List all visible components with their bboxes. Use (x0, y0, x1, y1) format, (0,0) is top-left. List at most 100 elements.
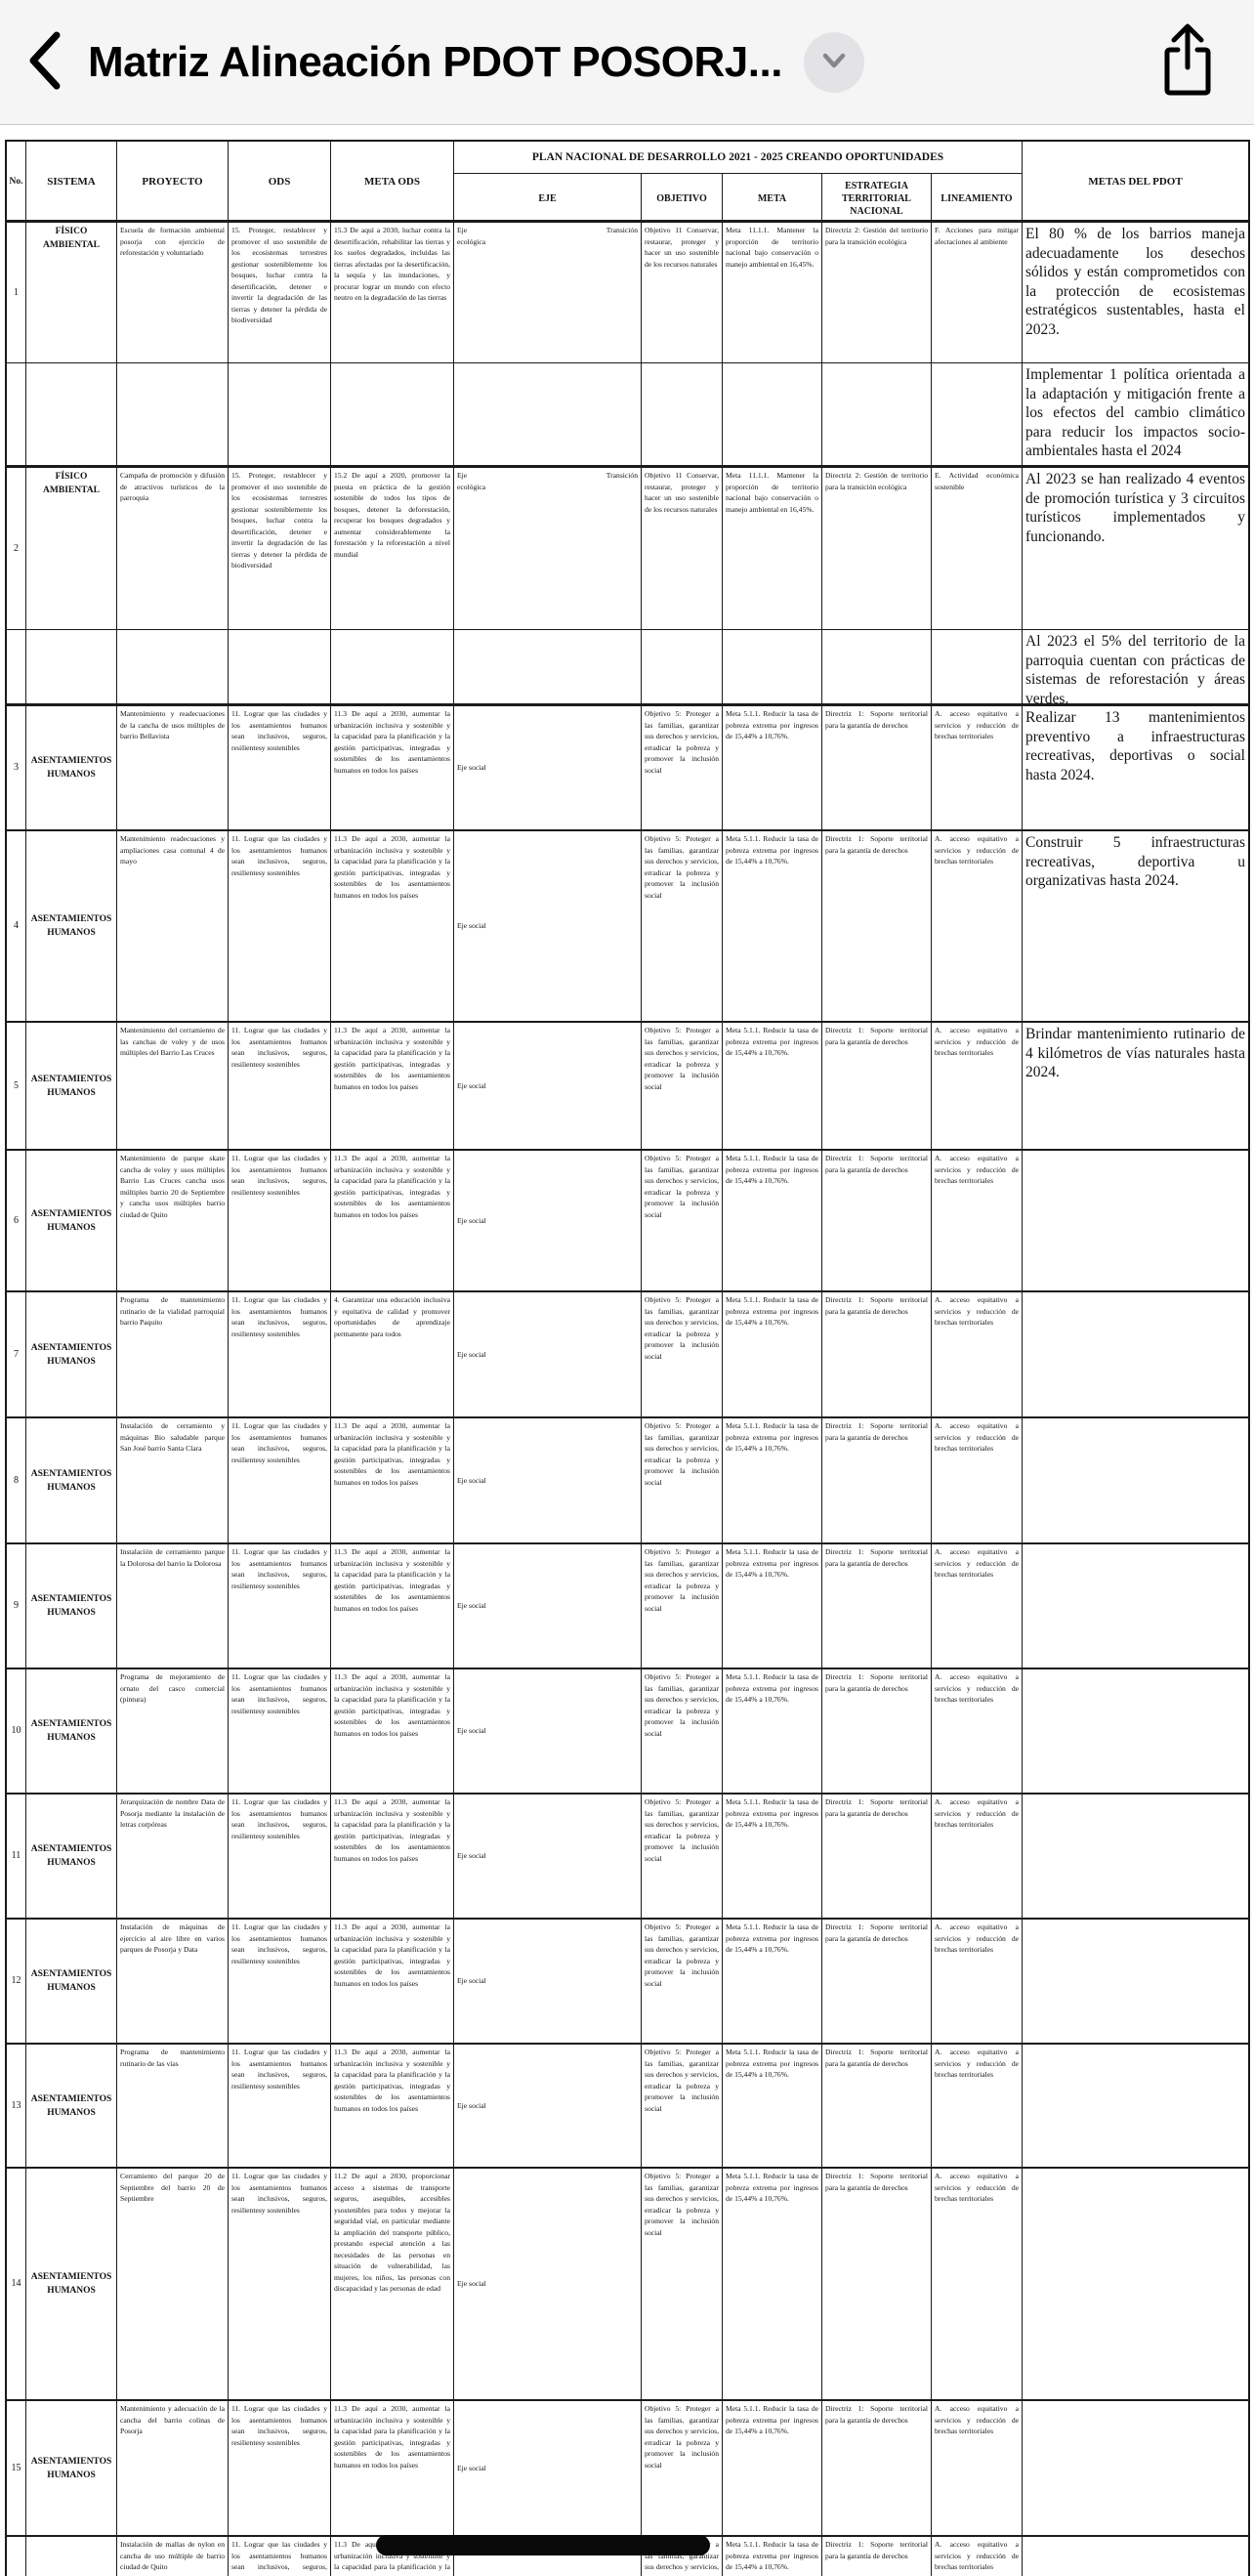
cell-sistema-container: ASENTAMIENTOS HUMANOS (26, 2045, 117, 2167)
cell-objetivo: Objetivo 5: Proteger a las familias, gar… (645, 1797, 719, 1863)
cell-lineamiento-container: A. acceso equitativo a servicios y reduc… (932, 1920, 1023, 2043)
cell-sistema-container: ASENTAMIENTOS HUMANOS (26, 2169, 117, 2399)
cell-objetivo: Objetivo 5: Proteger a las familias, gar… (645, 709, 719, 775)
cell-meta_ods-container: 11.3 De aquí a 2030, aumentar la urbaniz… (331, 1920, 454, 2043)
cell-no-container (7, 363, 26, 465)
cell-meta-container: Meta 5.1.1. Reducir la tasa de pobreza e… (723, 2537, 822, 2576)
cell-lineamiento: A. acceso equitativo a servicios y reduc… (935, 709, 1019, 740)
cell-no-container: 15 (7, 2401, 26, 2535)
cell-no: 3 (14, 762, 19, 774)
cell-lineamiento: A. acceso equitativo a servicios y reduc… (935, 2048, 1019, 2079)
cell-meta_ods-container: 11.3 De aquí a 2030, aumentar la urbaniz… (331, 1795, 454, 1918)
cell-no: 11 (11, 1850, 21, 1862)
cell-proyecto: Mantenimiento de parque skate cancha de … (120, 1154, 225, 1219)
cell-lineamiento: A. acceso equitativo a servicios y reduc… (935, 1547, 1019, 1579)
cell-ods-container (229, 363, 331, 465)
cell-metas_pdot-container: Al 2023 el 5% del territorio de la parro… (1023, 630, 1248, 703)
cell-estrategia-container: Directriz 1: Soporte territorial para la… (822, 2537, 932, 2576)
cell-estrategia: Directriz 2: Gestión de territorio para … (825, 471, 928, 491)
cell-ods: 11. Lograr que las ciudades y los asenta… (231, 2404, 327, 2447)
cell-eje: Eje social (457, 1726, 486, 1736)
cell-ods-container: 11. Lograr que las ciudades y los asenta… (229, 1292, 331, 1416)
cell-meta-container: Meta 5.1.1. Reducir la tasa de pobreza e… (723, 1544, 822, 1668)
cell-lineamiento-container: A. acceso equitativo a servicios y reduc… (932, 2169, 1023, 2399)
cell-estrategia-container: Directriz 2: Gestión de territorio para … (822, 468, 932, 629)
cell-meta-container: Meta 5.1.1. Reducir la tasa de pobreza e… (723, 1418, 822, 1542)
cell-estrategia-container: Directriz 1: Soporte territorial para la… (822, 1544, 932, 1668)
cell-estrategia-container: Directriz 1: Soporte territorial para la… (822, 2401, 932, 2535)
document-title[interactable]: Matriz Alineación PDOT POSORJ... (88, 37, 782, 86)
table-row: 1 FÍSICO AMBIENTAL Escuela de formación am… (7, 223, 1248, 363)
cell-proyecto-container: Mantenimiento y readecuaciones de la can… (117, 706, 229, 829)
cell-no: 14 (11, 2278, 21, 2290)
cell-sistema: ASENTAMIENTOS HUMANOS (30, 1969, 112, 1993)
cell-metas_pdot-container (1023, 1795, 1248, 1918)
cell-sistema-container: ASENTAMIENTOS HUMANOS (26, 1418, 117, 1542)
share-button[interactable] (1158, 22, 1217, 102)
cell-ods-container: 15. Proteger, restablecer y promover el … (229, 223, 331, 362)
title-menu-button[interactable] (803, 31, 864, 93)
cell-no: 4 (14, 920, 19, 932)
cell-proyecto: Campaña de promoción y difusión de atrac… (120, 471, 225, 502)
cell-ods-container: 11. Lograr que las ciudades y los asenta… (229, 2537, 331, 2576)
cell-no-container: 9 (7, 1544, 26, 1668)
cell-metas_pdot-container (1023, 2169, 1248, 2399)
cell-lineamiento-container: A. acceso equitativo a servicios y reduc… (932, 831, 1023, 1021)
cell-no: 1 (14, 286, 19, 298)
cell-meta_ods-container: 11.3 De aquí a 2030, aumentar la urbaniz… (331, 2401, 454, 2535)
cell-meta_ods-container: 4. Garantizar una educación inclusiva y … (331, 1292, 454, 1416)
cell-metas_pdot-container (1023, 1920, 1248, 2043)
cell-meta_ods: 11.3 De aquí a 2030, aumentar la urbaniz… (334, 1154, 450, 1219)
cell-proyecto-container: Programa de mantenimiento rutinario de l… (117, 1292, 229, 1416)
cell-meta-container: Meta 5.1.1. Reducir la tasa de pobreza e… (723, 1795, 822, 1918)
cell-eje: Eje social (457, 1215, 486, 1225)
cell-objetivo: Objetivo 5: Proteger a las familias, gar… (645, 1922, 719, 1988)
back-button[interactable] (0, 0, 88, 124)
cell-objetivo-container: Objetivo 5: Proteger a las familias, gar… (642, 706, 723, 829)
header-proyecto: PROYECTO (117, 142, 229, 220)
cell-metas_pdot: Implementar 1 política orientada a la ad… (1025, 366, 1245, 459)
cell-estrategia: Directriz 1: Soporte territorial para la… (825, 1797, 928, 1818)
cell-no-container: 10 (7, 1669, 26, 1793)
cell-eje-container: Eje social (454, 831, 642, 1021)
cell-meta-container (723, 630, 822, 703)
cell-proyecto-container: Mantenimiento del cerramiento de las can… (117, 1023, 229, 1149)
cell-no: 15 (11, 2462, 21, 2473)
cell-no: 7 (14, 1348, 19, 1360)
cell-metas_pdot-container (1023, 1292, 1248, 1416)
document-viewer[interactable]: No. SISTEMA PROYECTO ODS META ODS PLAN NACION… (0, 125, 1254, 2576)
cell-sistema: FÍSICO AMBIENTAL (43, 472, 100, 495)
cell-sistema-container: ASENTAMIENTOS HUMANOS (26, 2401, 117, 2535)
cell-meta-container: Meta 5.1.1. Reducir la tasa de pobreza e… (723, 831, 822, 1021)
cell-objetivo: Objetivo 5: Proteger a las familias, gar… (645, 1026, 719, 1091)
cell-metas_pdot: El 80 % de los barrios maneja adecuadame… (1025, 226, 1245, 338)
cell-proyecto: Programa de mantenimiento rutinario de l… (120, 1295, 225, 1327)
cell-sistema: ASENTAMIENTOS HUMANOS (30, 1468, 112, 1493)
cell-proyecto: Mantenimiento y readecuaciones de la can… (120, 709, 225, 740)
cell-estrategia: Directriz 1: Soporte territorial para la… (825, 1922, 928, 1943)
cell-sistema-container: ASENTAMIENTOS HUMANOS (26, 1544, 117, 1668)
cell-estrategia-container (822, 363, 932, 465)
cell-ods-container: 11. Lograr que las ciudades y los asenta… (229, 1795, 331, 1918)
cell-no-container (7, 630, 26, 703)
cell-meta_ods: 11.2 De aquí a 2030, proporcionar acceso… (334, 2172, 450, 2293)
cell-objetivo-container: Objetivo 5: Proteger a las familias, gar… (642, 2045, 723, 2167)
cell-meta_ods: 15.2 De aquí a 2020, promover la puesta … (334, 471, 450, 559)
cell-eje-container: Eje social (454, 1544, 642, 1668)
cell-meta_ods-container (331, 630, 454, 703)
cell-lineamiento: A. acceso equitativo a servicios y reduc… (935, 1154, 1019, 1185)
cell-ods: 11. Lograr que las ciudades y los asenta… (231, 709, 327, 752)
cell-meta_ods-container: 11.3 De aquí a 2030, aumentar la urbaniz… (331, 706, 454, 829)
cell-eje-container: Eje social (454, 2401, 642, 2535)
header-ods: ODS (229, 142, 331, 220)
cell-proyecto-container (117, 363, 229, 465)
cell-eje: Eje social (457, 2279, 486, 2289)
cell-metas_pdot-container: Implementar 1 política orientada a la ad… (1023, 363, 1248, 465)
cell-objetivo-container: Objetivo 11 Conservar, restaurar, proteg… (642, 223, 723, 362)
cell-objetivo-container: Objetivo 5: Proteger a las familias, gar… (642, 1920, 723, 2043)
cell-proyecto-container: Instalación de máquinas de ejercicio al … (117, 1920, 229, 2043)
table-row: 2 FÍSICO AMBIENTAL Campaña de promoción y … (7, 468, 1248, 630)
table-row: 6 ASENTAMIENTOS HUMANOS Mantenimiento de p… (7, 1151, 1248, 1292)
table-row: 14 ASENTAMIENTOS HUMANOS Cerramiento del p… (7, 2169, 1248, 2401)
cell-lineamiento: A. acceso equitativo a servicios y reduc… (935, 2172, 1019, 2203)
